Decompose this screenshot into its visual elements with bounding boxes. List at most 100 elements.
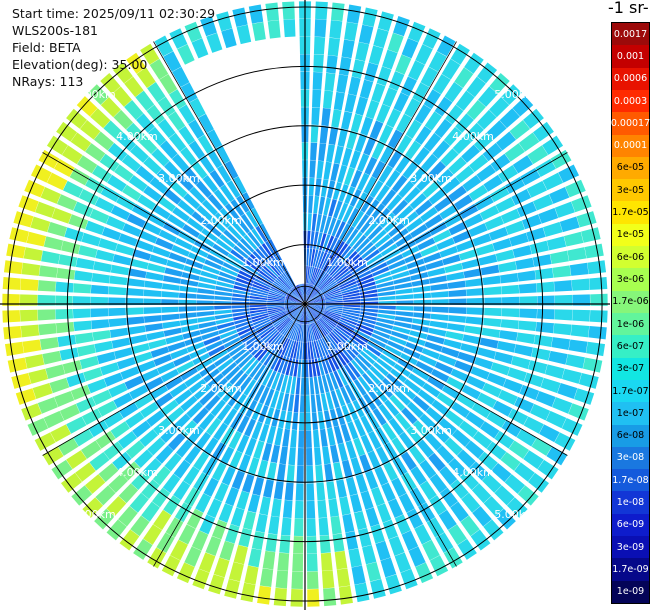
ray-gate xyxy=(370,203,386,220)
ray-gate xyxy=(154,392,174,408)
ray-gate xyxy=(147,82,166,103)
colorbar-tick: 1.7e-05 xyxy=(612,201,649,224)
ray-gate xyxy=(507,367,527,382)
ray-gate xyxy=(253,364,266,381)
ray-gate xyxy=(333,462,344,481)
ray-gate xyxy=(342,292,360,298)
ray-gate xyxy=(305,306,308,325)
ray-gate xyxy=(278,337,289,355)
ray-gate xyxy=(407,21,426,43)
ray-gate xyxy=(73,428,94,447)
ray-gate xyxy=(322,282,338,294)
ray-gate xyxy=(49,377,70,394)
ray-gate xyxy=(346,130,358,150)
ray-gate xyxy=(167,111,186,131)
ray-gate xyxy=(316,482,326,501)
ray-gate xyxy=(227,390,242,407)
ray-gate xyxy=(214,313,233,320)
instrument-label: WLS200s-181 xyxy=(12,23,98,38)
ray-gate xyxy=(74,332,94,344)
ray-gate xyxy=(131,343,150,355)
ray-gate xyxy=(100,97,121,118)
ray-gate xyxy=(360,308,379,313)
ray-gate xyxy=(448,289,467,297)
ray-gate xyxy=(460,343,479,355)
ray-gate xyxy=(549,186,570,204)
ray-gate xyxy=(267,306,285,311)
ray-gate xyxy=(108,297,126,306)
ray-gate xyxy=(476,164,496,182)
ray-gate xyxy=(128,268,147,279)
ray-gate xyxy=(130,258,149,270)
ray-gate xyxy=(226,340,243,353)
ray-gate xyxy=(126,52,146,74)
ray-gate xyxy=(197,282,216,290)
ray-gate xyxy=(367,450,381,470)
ray-gate xyxy=(192,352,210,366)
ray-gate xyxy=(164,267,183,277)
ray-gate xyxy=(357,153,370,172)
ray-gate xyxy=(114,347,133,360)
ray-gate xyxy=(466,375,486,390)
ray-gate xyxy=(338,278,356,288)
ray-gate xyxy=(553,323,572,336)
ray-gate xyxy=(379,353,396,367)
ray-gate xyxy=(342,225,355,243)
ray-gate xyxy=(153,354,172,367)
ray-gate xyxy=(314,447,322,466)
ray-gate xyxy=(360,293,378,299)
ray-gate xyxy=(503,378,523,394)
ray-gate xyxy=(464,52,484,74)
ray-gate xyxy=(307,589,320,607)
ray-gate xyxy=(532,121,554,142)
ray-gate xyxy=(321,374,330,393)
ray-gate xyxy=(160,368,179,383)
ray-gate xyxy=(270,390,280,409)
ray-gate xyxy=(344,93,357,113)
ray-gate xyxy=(135,165,155,183)
ray-gate xyxy=(110,421,130,439)
ray-gate xyxy=(80,120,101,140)
ray-gate xyxy=(103,372,124,387)
ray-gate xyxy=(501,84,522,105)
ray-gate xyxy=(422,180,441,198)
ray-gate xyxy=(275,317,290,330)
ray-gate xyxy=(297,284,305,302)
ray-gate xyxy=(378,295,396,301)
ray-gate xyxy=(495,508,516,530)
ray-gate xyxy=(400,568,418,590)
ray-gate xyxy=(74,270,93,282)
ray-gate xyxy=(285,357,293,376)
ray-gate xyxy=(281,320,294,335)
ray-gate xyxy=(586,341,606,357)
ray-gate xyxy=(333,425,344,445)
ray-gate xyxy=(357,172,370,191)
ray-gate xyxy=(542,172,564,191)
ray-gate xyxy=(129,334,148,345)
ray-gate xyxy=(415,199,433,216)
ray-gate xyxy=(492,238,512,252)
colorbar-tick: 6e-05 xyxy=(612,156,649,180)
ray-gate xyxy=(347,402,359,421)
ray-gate xyxy=(236,241,252,256)
ray-gate xyxy=(218,325,236,335)
ray-gate xyxy=(225,524,240,544)
ray-gate xyxy=(321,316,336,328)
ray-gate xyxy=(140,368,160,383)
ray-gate xyxy=(451,402,470,418)
ray-gate xyxy=(457,351,477,364)
ray-gate xyxy=(224,160,239,179)
ray-gate xyxy=(452,230,472,244)
ray-gate xyxy=(380,243,398,257)
ray-gate xyxy=(113,109,134,130)
ray-gate xyxy=(309,377,315,395)
ray-gate xyxy=(401,530,419,551)
ray-gate xyxy=(368,390,383,407)
ray-gate xyxy=(199,514,216,535)
colorbar-tick: 1.7e-06 xyxy=(612,290,649,313)
ray-gate xyxy=(293,518,304,537)
ray-gate xyxy=(306,483,315,501)
ray-gate xyxy=(448,307,467,314)
ray-gate xyxy=(436,445,455,464)
